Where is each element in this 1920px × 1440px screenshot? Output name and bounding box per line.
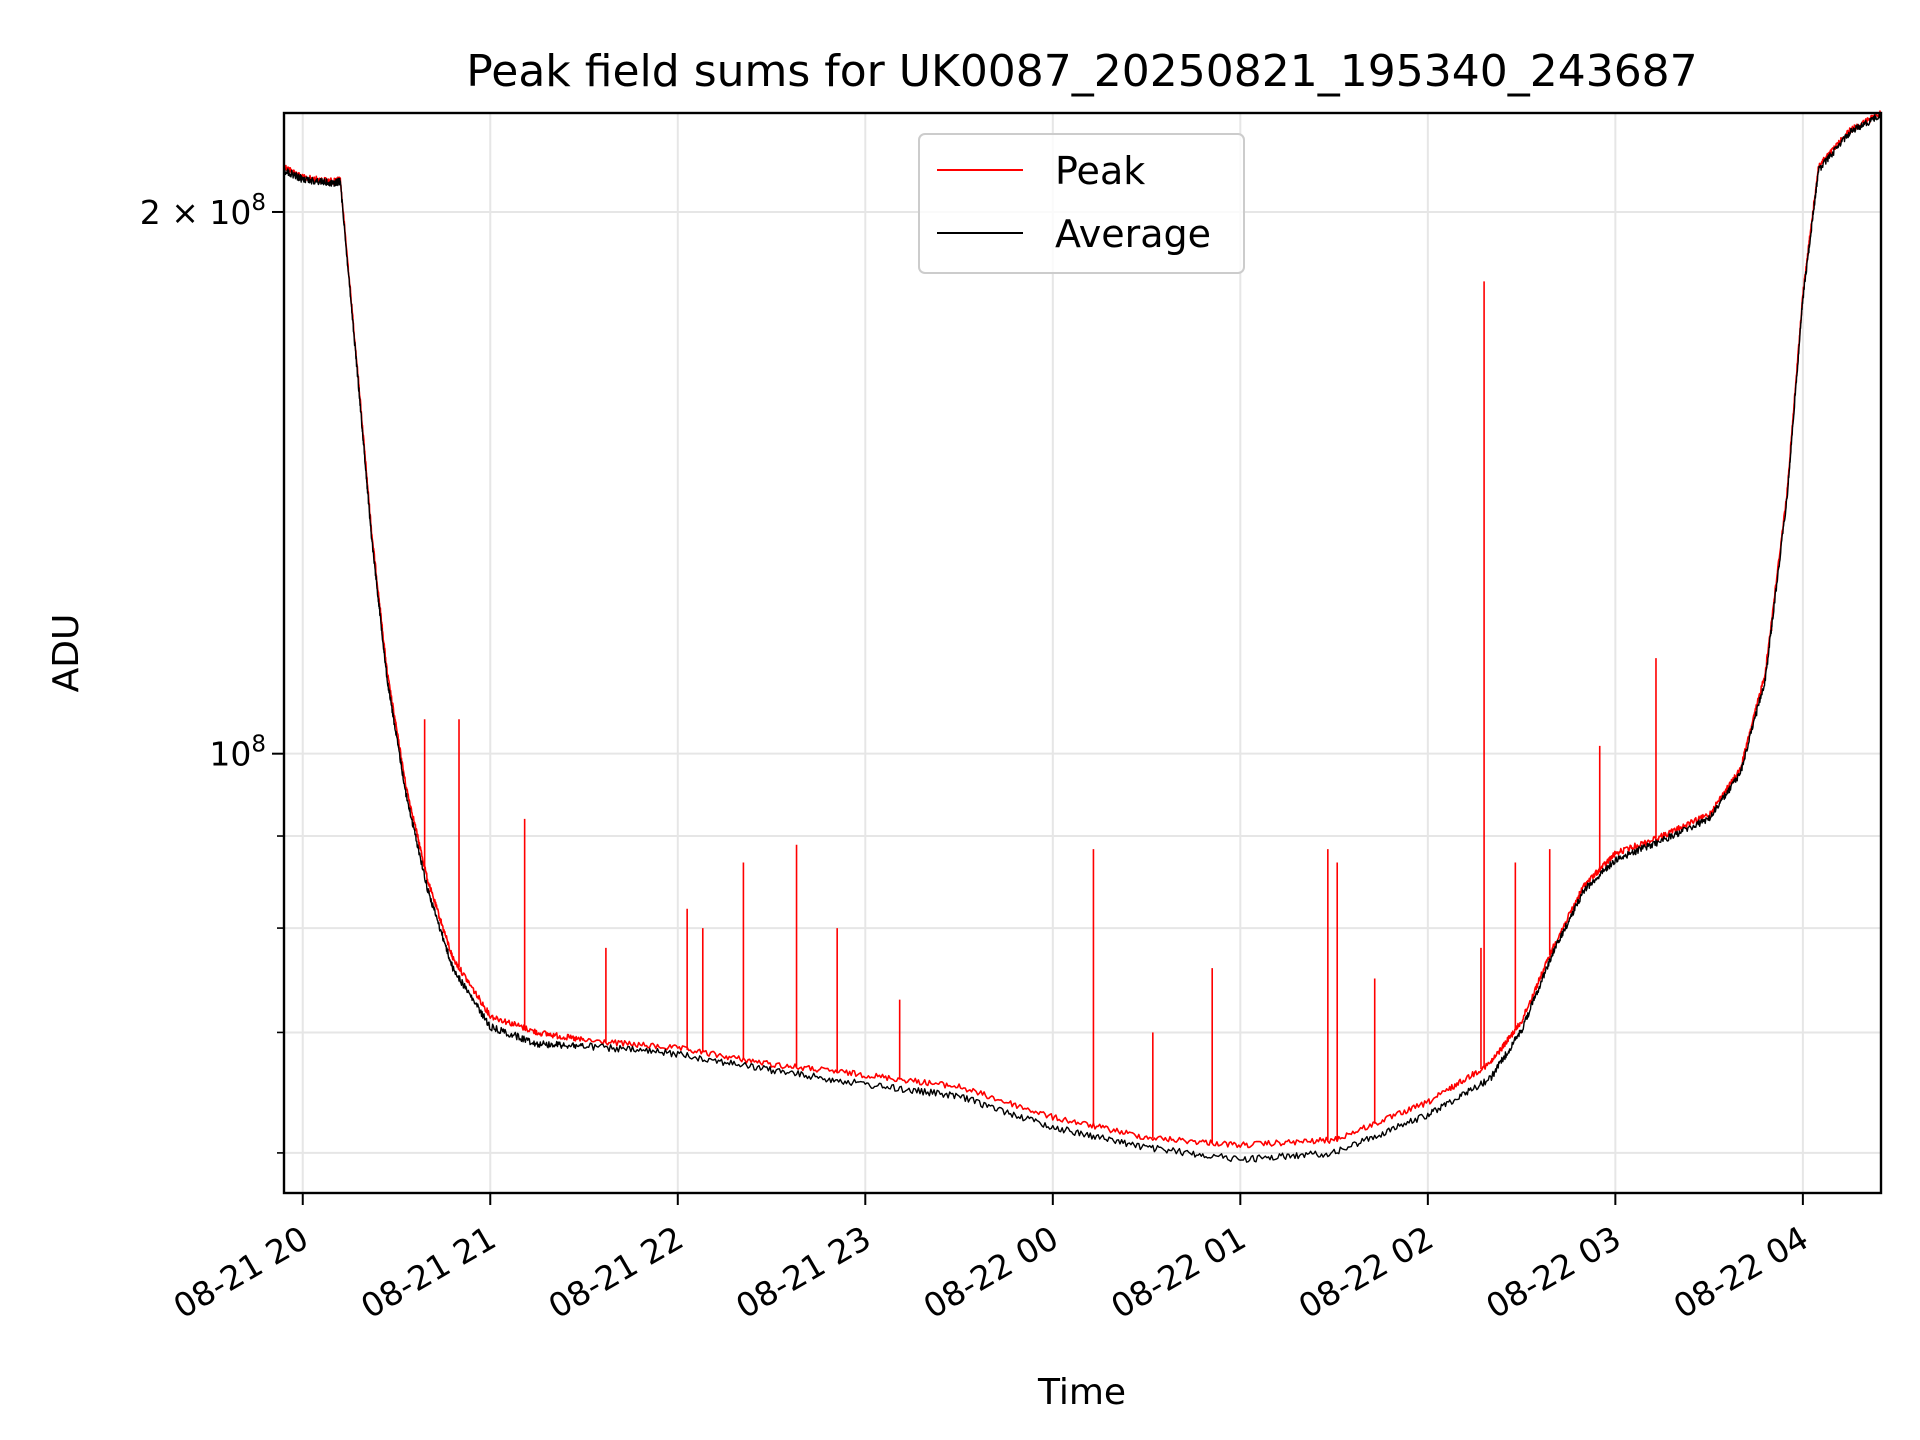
x-axis-label: Time: [1037, 1372, 1126, 1413]
legend: Peak Average: [918, 133, 1245, 274]
series-layer: [283, 110, 1882, 1163]
legend-box: [918, 133, 1245, 274]
legend-label-peak: Peak: [1055, 149, 1145, 193]
y-axis-label: ADU: [46, 614, 87, 693]
y-tick-label: 108: [209, 732, 266, 774]
y-axis: 108 2 × 108: [140, 190, 284, 1154]
legend-label-average: Average: [1055, 212, 1211, 256]
plot-frame: [282, 111, 1883, 1195]
y-tick-label: 2 × 108: [140, 190, 266, 232]
chart-title: Peak field sums for UK0087_20250821_1953…: [466, 46, 1697, 97]
series-line-average: [283, 112, 1882, 1163]
